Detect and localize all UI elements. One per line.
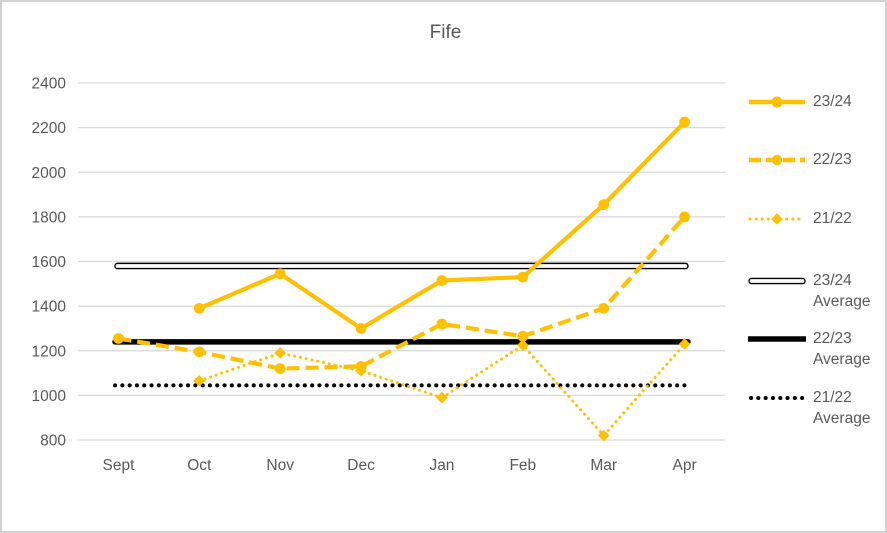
y-tick-800: 800 — [40, 433, 66, 450]
legend-label-21-22-average: 21/22 Average — [813, 389, 871, 427]
y-tick-1400: 1400 — [32, 299, 67, 316]
y-tick-2000: 2000 — [32, 165, 67, 182]
series-line-21-22 — [197, 342, 687, 438]
marker-23-24-oct — [193, 302, 205, 314]
marker-22-23-sept — [113, 333, 124, 344]
legend-entry-21-22-average: 21/22 Average — [748, 388, 870, 429]
y-tick-1000: 1000 — [32, 388, 67, 405]
x-label-dec: Dec — [347, 457, 375, 474]
legend-entry-23-24-average: 23/24 Average — [748, 271, 870, 312]
marker-23-24-jan — [436, 275, 448, 286]
marker-23-24-feb — [517, 271, 529, 283]
legend-label-23-24: 23/24 — [813, 93, 852, 110]
y-tick-1200: 1200 — [32, 343, 67, 360]
marker-21-22-feb — [517, 339, 529, 351]
marker-22-23-apr — [679, 211, 690, 223]
series-line-23-24-average — [114, 262, 689, 270]
legend-swatch-21-22-icon — [748, 213, 806, 225]
legend-swatch-23-24-average-icon — [748, 277, 806, 285]
marker-21-22-nov — [274, 347, 286, 359]
marker-21-22-dec — [355, 365, 367, 377]
y-tick-2400: 2400 — [32, 76, 67, 93]
marker-22-23-feb — [517, 330, 529, 342]
y-tick-1800: 1800 — [32, 209, 67, 226]
x-label-jan: Jan — [429, 457, 454, 474]
legend-swatch-22-23-average-icon — [748, 336, 806, 342]
marker-21-22-mar — [597, 429, 610, 442]
legend-label-21-22: 21/22 — [813, 210, 852, 227]
marker-22-23-oct — [193, 346, 205, 358]
marker-21-22-oct — [193, 375, 206, 387]
legend-swatch-22-23-icon — [749, 154, 805, 166]
marker-21-22-jan — [436, 391, 448, 404]
y-tick-1600: 1600 — [32, 254, 67, 271]
legend-label-22-23: 22/23 — [813, 151, 852, 168]
legend-entry-22-23: 22/23 — [748, 150, 852, 171]
chart-title: Fife — [429, 22, 462, 43]
legend-entry-23-24: 23/24 — [748, 92, 852, 113]
x-label-oct: Oct — [187, 457, 212, 474]
legend-label-22-23-average: 22/23 Average — [813, 330, 871, 368]
x-label-nov: Nov — [266, 457, 294, 474]
x-label-feb: Feb — [509, 457, 536, 474]
legend-swatch-21-22-average-icon — [749, 396, 805, 400]
legend-label-23-24-average: 23/24 Average — [813, 272, 871, 310]
marker-23-24-dec — [355, 323, 367, 334]
marker-23-24-apr — [679, 116, 690, 128]
x-label-apr: Apr — [673, 457, 697, 474]
marker-23-24-mar — [598, 199, 610, 211]
marker-22-23-jan — [436, 318, 448, 330]
marker-22-23-mar — [598, 302, 610, 314]
x-label-mar: Mar — [590, 457, 617, 474]
legend-swatch-23-24-icon — [749, 96, 805, 108]
marker-21-22-apr — [678, 338, 691, 350]
y-tick-2200: 2200 — [32, 120, 67, 137]
marker-22-23-nov — [274, 363, 286, 374]
series-line-22-23 — [118, 215, 687, 371]
marker-23-24-nov — [274, 268, 286, 280]
x-label-sept: Sept — [102, 457, 135, 474]
legend: 23/24 22/23 21/22 23/24 Average 22/23 Averag… — [748, 2, 885, 531]
legend-entry-21-22: 21/22 — [748, 209, 852, 230]
legend-entry-22-23-average: 22/23 Average — [748, 329, 870, 370]
